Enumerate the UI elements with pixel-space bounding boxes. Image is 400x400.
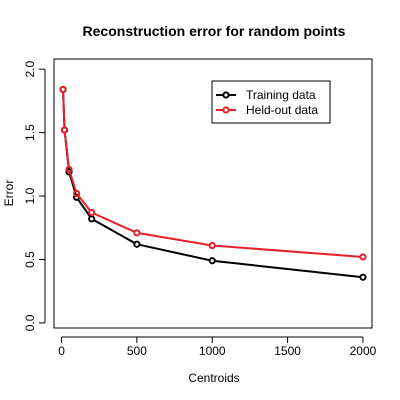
y-tick-label: 2.0 <box>23 60 37 77</box>
data-point <box>73 189 81 198</box>
legend-entry-1: Held-out data <box>216 103 318 117</box>
data-point <box>359 253 367 261</box>
x-tick-label: 1500 <box>274 344 301 358</box>
series-line-segment <box>69 172 77 191</box>
legend-box <box>211 80 331 124</box>
data-point <box>88 215 96 223</box>
series-line-segment <box>94 219 135 244</box>
legend-entry-0: Training data <box>216 88 316 102</box>
y-tick-label: 1.0 <box>23 187 37 204</box>
chart-title: Reconstruction error for random points <box>83 23 346 39</box>
x-tick-label: 500 <box>127 344 147 358</box>
y-axis-title: Error <box>2 180 16 207</box>
y-axis: 0.0 0.5 1.0 1.5 2.0 <box>23 60 46 331</box>
series-line-segment <box>139 232 210 246</box>
series-line-segment <box>77 199 91 217</box>
x-axis-title: Centroids <box>188 371 239 385</box>
x-axis: 0 500 1000 1500 2000 <box>58 336 377 358</box>
series-line-segment <box>62 92 66 127</box>
y-tick-label: 1.5 <box>23 124 37 141</box>
series-line-segment <box>63 133 70 167</box>
legend-marker <box>222 91 230 99</box>
legend-label: Held-out data <box>246 103 318 117</box>
series-line-segment <box>139 243 210 262</box>
data-point <box>359 273 367 281</box>
data-point <box>65 165 73 173</box>
legend-label: Training data <box>246 88 316 102</box>
data-point <box>88 208 96 217</box>
data-point <box>59 85 67 94</box>
data-point <box>133 240 141 248</box>
data-point <box>208 241 216 250</box>
data-point <box>208 257 216 265</box>
series-line-segment <box>77 195 91 211</box>
y-tick-label: 0.5 <box>23 251 37 268</box>
series-line-segment <box>94 212 135 233</box>
series-line-segment <box>215 244 360 258</box>
x-tick-label: 1000 <box>199 344 226 358</box>
legend-marker <box>222 106 230 114</box>
data-point <box>60 126 69 134</box>
series-1 <box>59 85 367 261</box>
data-point <box>133 229 141 237</box>
data-point <box>65 168 73 176</box>
plot-frame <box>53 58 373 329</box>
series-line-segment <box>215 260 360 278</box>
y-tick-label: 0.0 <box>23 314 37 331</box>
x-tick-label: 2000 <box>350 344 377 358</box>
x-tick-label: 0 <box>58 344 65 358</box>
series-layer <box>59 85 367 281</box>
